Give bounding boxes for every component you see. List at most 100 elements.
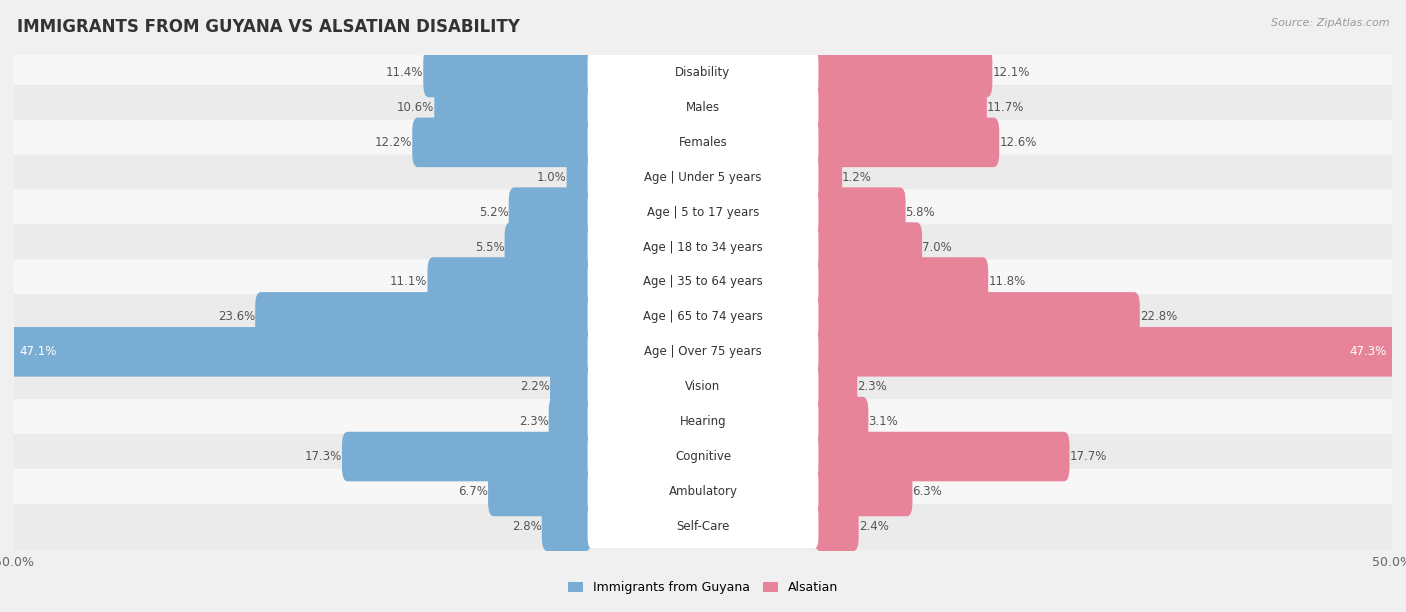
Text: 2.3%: 2.3% xyxy=(858,380,887,394)
Text: Ambulatory: Ambulatory xyxy=(668,485,738,498)
FancyBboxPatch shape xyxy=(814,152,842,202)
FancyBboxPatch shape xyxy=(588,330,818,374)
Text: Age | 35 to 64 years: Age | 35 to 64 years xyxy=(643,275,763,288)
Text: 11.1%: 11.1% xyxy=(389,275,427,288)
FancyBboxPatch shape xyxy=(588,504,818,548)
Text: 2.3%: 2.3% xyxy=(519,415,548,428)
FancyBboxPatch shape xyxy=(509,187,592,237)
Text: Cognitive: Cognitive xyxy=(675,450,731,463)
Text: 7.0%: 7.0% xyxy=(922,241,952,253)
Text: 1.2%: 1.2% xyxy=(842,171,872,184)
FancyBboxPatch shape xyxy=(814,48,993,97)
FancyBboxPatch shape xyxy=(588,469,818,513)
FancyBboxPatch shape xyxy=(588,435,818,479)
Text: 5.5%: 5.5% xyxy=(475,241,505,253)
Text: Females: Females xyxy=(679,136,727,149)
FancyBboxPatch shape xyxy=(814,431,1070,481)
Text: 11.8%: 11.8% xyxy=(988,275,1025,288)
FancyBboxPatch shape xyxy=(588,400,818,444)
FancyBboxPatch shape xyxy=(13,294,1393,340)
FancyBboxPatch shape xyxy=(588,365,818,409)
FancyBboxPatch shape xyxy=(588,190,818,234)
FancyBboxPatch shape xyxy=(13,364,1393,409)
FancyBboxPatch shape xyxy=(342,431,592,481)
Text: Age | 65 to 74 years: Age | 65 to 74 years xyxy=(643,310,763,323)
FancyBboxPatch shape xyxy=(548,397,592,446)
FancyBboxPatch shape xyxy=(550,362,592,411)
FancyBboxPatch shape xyxy=(567,152,592,202)
FancyBboxPatch shape xyxy=(505,222,592,272)
Text: 22.8%: 22.8% xyxy=(1140,310,1177,323)
FancyBboxPatch shape xyxy=(423,48,592,97)
Text: 11.4%: 11.4% xyxy=(385,66,423,79)
Text: 1.0%: 1.0% xyxy=(537,171,567,184)
Text: 11.7%: 11.7% xyxy=(987,101,1024,114)
FancyBboxPatch shape xyxy=(13,504,1393,549)
FancyBboxPatch shape xyxy=(13,434,1393,479)
FancyBboxPatch shape xyxy=(588,225,818,269)
Text: Age | Over 75 years: Age | Over 75 years xyxy=(644,345,762,358)
FancyBboxPatch shape xyxy=(0,327,592,376)
Text: 2.4%: 2.4% xyxy=(859,520,889,533)
FancyBboxPatch shape xyxy=(13,329,1393,375)
Text: 17.7%: 17.7% xyxy=(1070,450,1107,463)
Text: 5.2%: 5.2% xyxy=(479,206,509,218)
Text: 10.6%: 10.6% xyxy=(396,101,434,114)
Text: 5.8%: 5.8% xyxy=(905,206,935,218)
Text: 12.6%: 12.6% xyxy=(1000,136,1036,149)
Text: 3.1%: 3.1% xyxy=(869,415,898,428)
Text: 6.7%: 6.7% xyxy=(458,485,488,498)
FancyBboxPatch shape xyxy=(814,257,988,307)
Text: 23.6%: 23.6% xyxy=(218,310,254,323)
Text: 2.8%: 2.8% xyxy=(512,520,541,533)
FancyBboxPatch shape xyxy=(13,469,1393,514)
Text: Self-Care: Self-Care xyxy=(676,520,730,533)
FancyBboxPatch shape xyxy=(814,467,912,517)
Text: Age | 18 to 34 years: Age | 18 to 34 years xyxy=(643,241,763,253)
Text: 12.2%: 12.2% xyxy=(375,136,412,149)
FancyBboxPatch shape xyxy=(814,397,869,446)
Text: 12.1%: 12.1% xyxy=(993,66,1029,79)
Text: IMMIGRANTS FROM GUYANA VS ALSATIAN DISABILITY: IMMIGRANTS FROM GUYANA VS ALSATIAN DISAB… xyxy=(17,18,520,36)
FancyBboxPatch shape xyxy=(814,187,905,237)
Text: 47.1%: 47.1% xyxy=(20,345,58,358)
FancyBboxPatch shape xyxy=(814,83,987,132)
Text: 2.2%: 2.2% xyxy=(520,380,550,394)
FancyBboxPatch shape xyxy=(588,121,818,164)
FancyBboxPatch shape xyxy=(13,84,1393,130)
FancyBboxPatch shape xyxy=(13,399,1393,444)
Text: Vision: Vision xyxy=(685,380,721,394)
Legend: Immigrants from Guyana, Alsatian: Immigrants from Guyana, Alsatian xyxy=(564,576,842,599)
FancyBboxPatch shape xyxy=(13,120,1393,165)
FancyBboxPatch shape xyxy=(814,292,1140,341)
FancyBboxPatch shape xyxy=(412,118,592,167)
Text: 6.3%: 6.3% xyxy=(912,485,942,498)
FancyBboxPatch shape xyxy=(254,292,592,341)
FancyBboxPatch shape xyxy=(814,222,922,272)
FancyBboxPatch shape xyxy=(588,86,818,129)
Text: Source: ZipAtlas.com: Source: ZipAtlas.com xyxy=(1271,18,1389,28)
FancyBboxPatch shape xyxy=(588,295,818,338)
FancyBboxPatch shape xyxy=(814,362,858,411)
FancyBboxPatch shape xyxy=(13,225,1393,270)
Text: Disability: Disability xyxy=(675,66,731,79)
FancyBboxPatch shape xyxy=(488,467,592,517)
FancyBboxPatch shape xyxy=(588,260,818,304)
Text: Age | 5 to 17 years: Age | 5 to 17 years xyxy=(647,206,759,218)
Text: 17.3%: 17.3% xyxy=(305,450,342,463)
FancyBboxPatch shape xyxy=(814,502,859,551)
FancyBboxPatch shape xyxy=(13,50,1393,95)
Text: 47.3%: 47.3% xyxy=(1350,345,1386,358)
FancyBboxPatch shape xyxy=(13,190,1393,235)
FancyBboxPatch shape xyxy=(541,502,592,551)
FancyBboxPatch shape xyxy=(13,259,1393,305)
FancyBboxPatch shape xyxy=(434,83,592,132)
FancyBboxPatch shape xyxy=(814,118,1000,167)
FancyBboxPatch shape xyxy=(13,155,1393,200)
Text: Males: Males xyxy=(686,101,720,114)
FancyBboxPatch shape xyxy=(814,327,1406,376)
FancyBboxPatch shape xyxy=(588,51,818,94)
Text: Age | Under 5 years: Age | Under 5 years xyxy=(644,171,762,184)
Text: Hearing: Hearing xyxy=(679,415,727,428)
FancyBboxPatch shape xyxy=(588,155,818,199)
